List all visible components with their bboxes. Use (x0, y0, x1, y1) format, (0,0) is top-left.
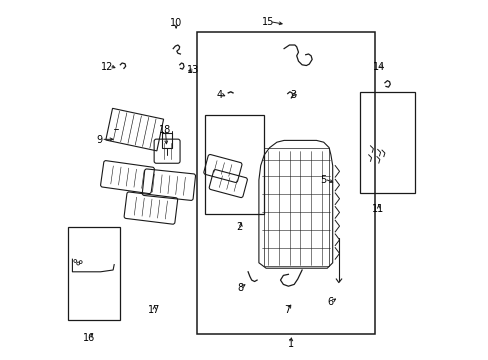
Text: 17: 17 (147, 305, 160, 315)
Text: 14: 14 (373, 62, 385, 72)
Text: 5: 5 (320, 175, 326, 185)
Text: 4: 4 (216, 90, 222, 100)
Text: 3: 3 (289, 90, 296, 100)
Text: 1: 1 (287, 339, 294, 349)
Text: 12: 12 (101, 62, 113, 72)
Text: 10: 10 (170, 18, 182, 28)
Text: 18: 18 (158, 125, 170, 135)
Text: 16: 16 (82, 333, 95, 343)
Bar (204, 115, 264, 214)
Bar (162, 133, 171, 148)
Text: 13: 13 (187, 65, 199, 75)
Text: 2: 2 (236, 222, 242, 232)
Text: 11: 11 (371, 204, 383, 214)
Text: 15: 15 (261, 17, 274, 27)
Bar (68, 227, 120, 320)
Text: 8: 8 (237, 283, 244, 293)
Text: 9: 9 (97, 135, 102, 145)
Bar (264, 148, 328, 266)
Text: 7: 7 (284, 305, 290, 315)
Text: 6: 6 (327, 297, 333, 307)
Bar (359, 92, 415, 193)
Bar (197, 32, 374, 334)
